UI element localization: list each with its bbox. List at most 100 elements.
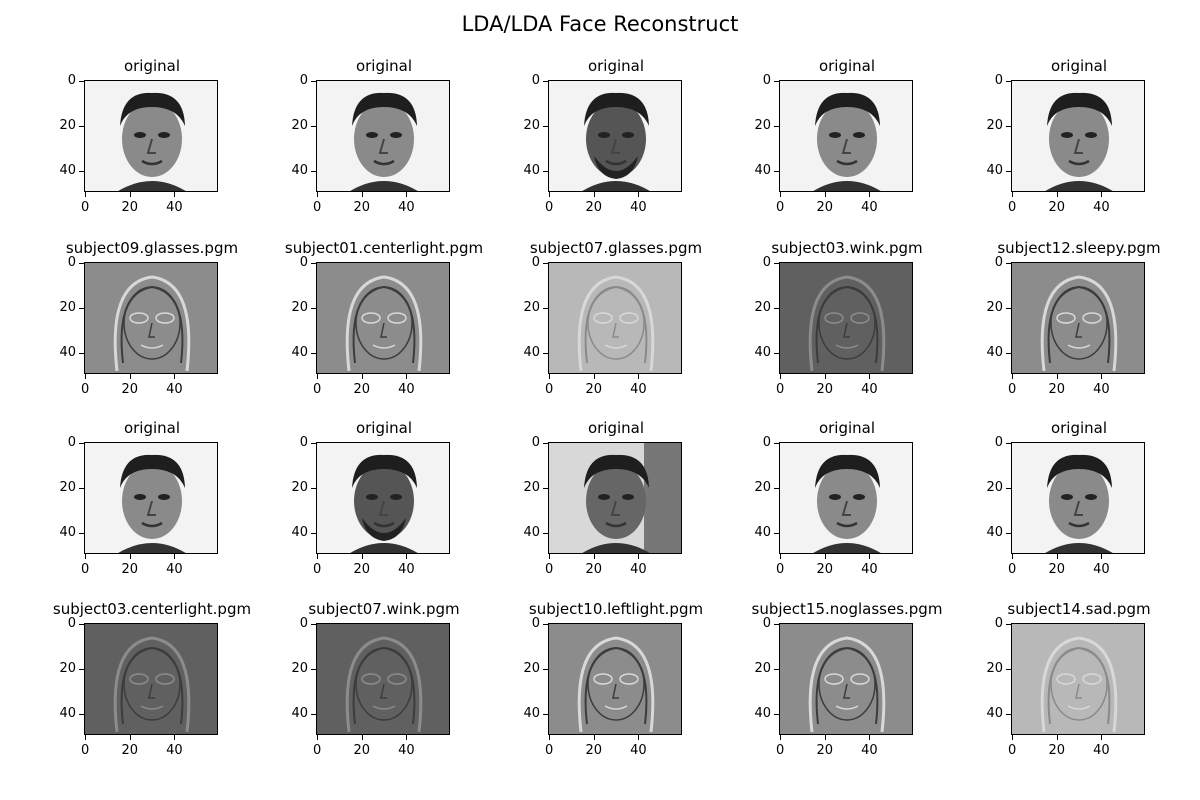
x-tick-mark [869,735,871,740]
y-tick-mark [543,125,548,127]
panel-title: subject03.centerlight.pgm [52,600,252,618]
x-tick-label: 40 [1093,743,1110,758]
y-tick-label: 40 [59,524,76,540]
y-tick-label: 20 [754,117,771,133]
y-tick-label: 20 [986,117,1003,133]
x-tick-label: 20 [353,382,371,397]
panel-title: original [355,57,413,75]
y-tick-label: 20 [291,299,308,315]
x-tick-mark [406,735,408,740]
y-tick-mark [774,81,779,83]
panel-title: subject07.wink.pgm [308,600,460,618]
y-tick-mark [311,307,316,309]
face-image [84,80,218,192]
x-tick-mark [1056,554,1058,559]
y-tick-label: 40 [986,162,1003,178]
y-tick-mark [1006,170,1011,172]
face-image [779,80,913,192]
y-tick-mark [1006,352,1011,354]
y-tick-mark [311,487,316,489]
panel-title: original [355,419,413,437]
x-tick-mark [593,735,595,740]
x-tick-mark [317,735,319,740]
x-tick-mark [824,554,826,559]
reconstruction-image [84,262,218,374]
y-tick-mark [543,307,548,309]
x-tick-label: 0 [80,200,90,215]
x-tick-label: 20 [1048,562,1066,577]
y-tick-label: 40 [291,344,308,360]
reconstruction-image [548,262,682,374]
y-tick-mark [543,170,548,172]
x-tick-mark [361,735,363,740]
y-tick-mark [79,352,84,354]
y-tick-mark [79,668,84,670]
x-tick-mark [549,554,551,559]
x-tick-mark [174,192,176,197]
y-tick-label: 40 [291,705,308,721]
face-image [1011,80,1145,192]
face-image [548,442,682,554]
y-tick-mark [311,263,316,265]
x-tick-label: 0 [1007,382,1017,397]
x-tick-label: 40 [166,743,183,758]
x-tick-mark [1012,374,1014,379]
panel-title: subject15.noglasses.pgm [751,600,943,618]
x-tick-label: 20 [816,743,834,758]
y-tick-mark [543,263,548,265]
x-tick-mark [549,735,551,740]
y-tick-mark [774,487,779,489]
x-tick-mark [85,735,87,740]
y-tick-mark [543,668,548,670]
x-tick-label: 20 [121,200,139,215]
y-tick-mark [543,81,548,83]
x-tick-label: 40 [1093,382,1110,397]
x-tick-mark [1012,192,1014,197]
y-tick-label: 20 [59,479,76,495]
x-tick-label: 0 [80,743,90,758]
x-tick-mark [174,554,176,559]
x-tick-mark [129,192,131,197]
x-tick-mark [1101,374,1103,379]
panel-title: original [123,57,181,75]
x-tick-mark [1056,374,1058,379]
y-tick-mark [79,125,84,127]
x-tick-label: 20 [585,382,603,397]
x-tick-label: 0 [544,562,554,577]
y-tick-mark [543,624,548,626]
y-tick-label: 20 [523,117,540,133]
x-tick-label: 20 [121,562,139,577]
reconstruction-image [1011,262,1145,374]
y-tick-label: 20 [291,479,308,495]
y-tick-label: 0 [994,616,1003,632]
x-tick-label: 0 [544,200,554,215]
y-tick-mark [774,668,779,670]
x-tick-label: 40 [861,200,878,215]
x-tick-label: 40 [398,382,415,397]
y-tick-mark [774,125,779,127]
x-tick-label: 20 [353,562,371,577]
x-tick-mark [1101,554,1103,559]
y-tick-label: 0 [994,255,1003,271]
y-tick-mark [79,443,84,445]
y-tick-label: 40 [59,162,76,178]
y-tick-label: 20 [986,479,1003,495]
x-tick-mark [780,374,782,379]
x-tick-mark [780,735,782,740]
x-tick-mark [869,192,871,197]
x-tick-mark [317,192,319,197]
x-tick-label: 40 [861,562,878,577]
y-tick-label: 20 [754,299,771,315]
x-tick-mark [1101,192,1103,197]
y-tick-label: 40 [291,162,308,178]
panel-title: original [1050,419,1108,437]
x-tick-label: 0 [775,382,785,397]
x-tick-mark [361,374,363,379]
reconstruction-image [779,623,913,735]
x-tick-label: 40 [630,200,647,215]
y-tick-label: 20 [523,299,540,315]
face-image [316,80,450,192]
x-tick-mark [869,374,871,379]
x-tick-mark [361,554,363,559]
x-tick-mark [638,554,640,559]
